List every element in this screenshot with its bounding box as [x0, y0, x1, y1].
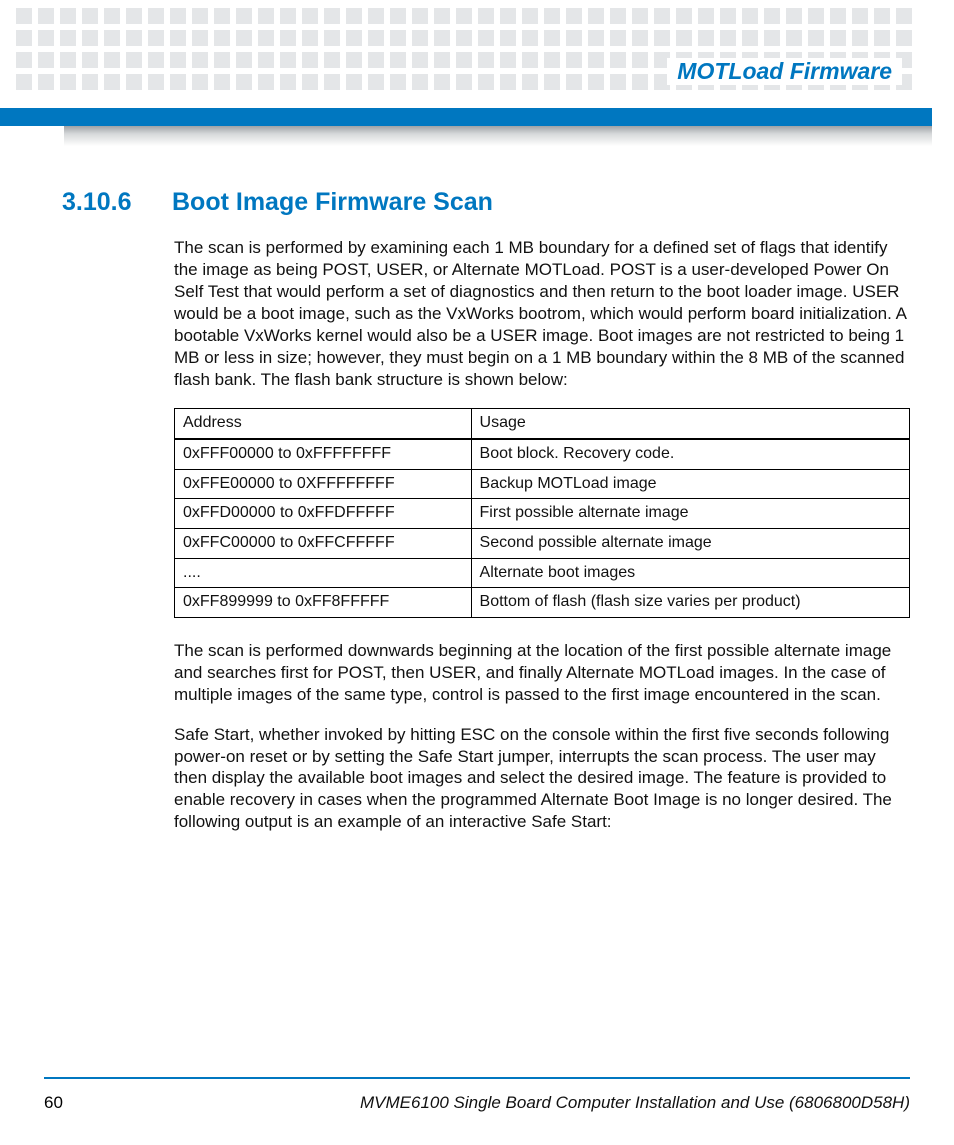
section-number: 3.10.6	[62, 188, 150, 217]
header-shadow	[64, 126, 932, 146]
paragraph-2: The scan is performed downwards beginnin…	[174, 640, 910, 706]
footer-rule	[44, 1077, 910, 1079]
table-row: 0xFFC00000 to 0xFFCFFFFFSecond possible …	[175, 528, 910, 558]
table-header-cell: Usage	[471, 409, 909, 439]
table-body: 0xFFF00000 to 0xFFFFFFFFBoot block. Reco…	[175, 439, 910, 617]
table-cell: First possible alternate image	[471, 499, 909, 529]
table-cell: Second possible alternate image	[471, 528, 909, 558]
table-cell: Bottom of flash (flash size varies per p…	[471, 588, 909, 618]
table-cell: 0xFF899999 to 0xFF8FFFFF	[175, 588, 472, 618]
table-cell: 0xFFD00000 to 0xFFDFFFFF	[175, 499, 472, 529]
table-header-cell: Address	[175, 409, 472, 439]
dot-row	[16, 30, 938, 46]
flash-bank-table: AddressUsage 0xFFF00000 to 0xFFFFFFFFBoo…	[174, 408, 910, 617]
table-cell: Alternate boot images	[471, 558, 909, 588]
table-cell: Backup MOTLoad image	[471, 469, 909, 499]
section-heading: 3.10.6 Boot Image Firmware Scan	[62, 188, 910, 217]
section-title: Boot Image Firmware Scan	[172, 188, 493, 217]
table-row: 0xFFF00000 to 0xFFFFFFFFBoot block. Reco…	[175, 439, 910, 469]
page: MOTLoad Firmware 3.10.6 Boot Image Firmw…	[0, 0, 954, 1145]
table-row: ....Alternate boot images	[175, 558, 910, 588]
doc-title: MVME6100 Single Board Computer Installat…	[360, 1093, 910, 1113]
table-cell: 0xFFF00000 to 0xFFFFFFFF	[175, 439, 472, 469]
table-row: 0xFFD00000 to 0xFFDFFFFFFirst possible a…	[175, 499, 910, 529]
table-cell: ....	[175, 558, 472, 588]
header-blue-bar	[0, 108, 932, 126]
paragraph-1: The scan is performed by examining each …	[174, 237, 910, 390]
paragraph-3: Safe Start, whether invoked by hitting E…	[174, 724, 910, 834]
body-text: The scan is performed by examining each …	[174, 237, 910, 833]
table-header-row: AddressUsage	[175, 409, 910, 439]
table-cell: Boot block. Recovery code.	[471, 439, 909, 469]
table-cell: 0xFFE00000 to 0XFFFFFFFF	[175, 469, 472, 499]
page-number: 60	[44, 1093, 63, 1113]
dot-row	[16, 8, 938, 24]
footer: 60 MVME6100 Single Board Computer Instal…	[44, 1093, 910, 1113]
table-row: 0xFF899999 to 0xFF8FFFFFBottom of flash …	[175, 588, 910, 618]
chapter-title: MOTLoad Firmware	[667, 58, 902, 85]
content-area: 3.10.6 Boot Image Firmware Scan The scan…	[62, 188, 910, 851]
table-cell: 0xFFC00000 to 0xFFCFFFFF	[175, 528, 472, 558]
table-row: 0xFFE00000 to 0XFFFFFFFFBackup MOTLoad i…	[175, 469, 910, 499]
